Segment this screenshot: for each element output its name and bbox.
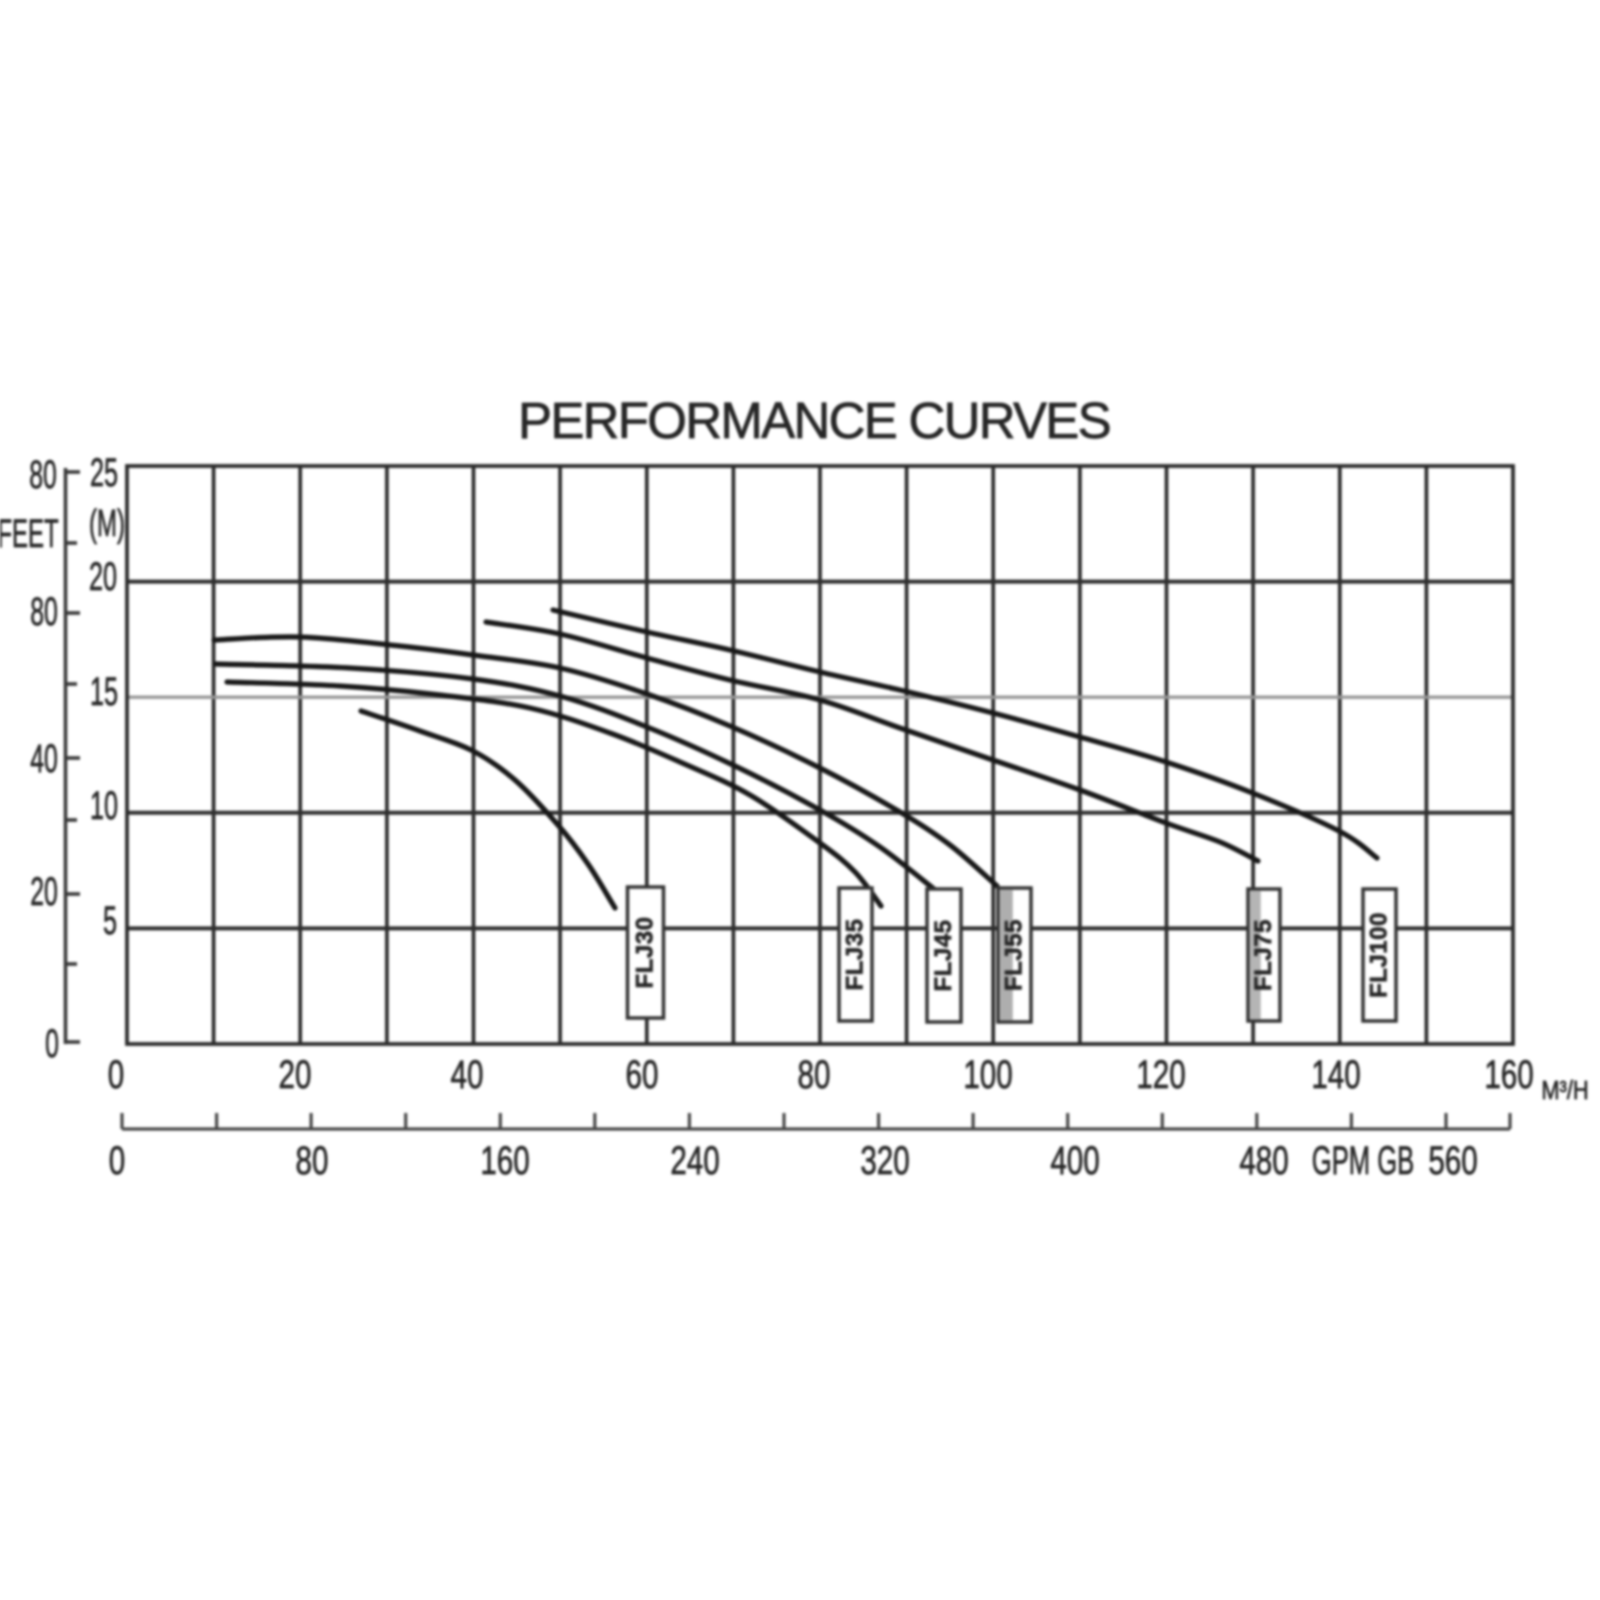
svg-text:PERFORMANCE CURVES: PERFORMANCE CURVES <box>518 392 1110 449</box>
svg-text:15: 15 <box>90 670 118 714</box>
svg-text:25: 25 <box>90 451 118 495</box>
svg-text:(M): (M) <box>89 501 125 544</box>
svg-text:120: 120 <box>1136 1053 1185 1097</box>
svg-text:40: 40 <box>30 737 58 781</box>
svg-text:40: 40 <box>451 1053 484 1097</box>
svg-text:FLJ75: FLJ75 <box>1250 919 1277 991</box>
svg-text:20: 20 <box>89 555 117 599</box>
svg-text:10: 10 <box>90 784 118 828</box>
svg-text:0: 0 <box>45 1022 59 1066</box>
svg-text:160: 160 <box>1484 1053 1533 1097</box>
svg-text:320: 320 <box>860 1139 909 1183</box>
svg-text:480: 480 <box>1239 1139 1288 1183</box>
svg-text:400: 400 <box>1050 1139 1099 1183</box>
svg-text:100: 100 <box>963 1053 1012 1097</box>
svg-text:560: 560 <box>1428 1139 1477 1183</box>
svg-text:80: 80 <box>798 1053 831 1097</box>
svg-text:FLJ30: FLJ30 <box>632 917 659 989</box>
svg-text:GPM GB: GPM GB <box>1312 1139 1414 1183</box>
svg-text:20: 20 <box>279 1053 312 1097</box>
svg-text:M³/H: M³/H <box>1541 1076 1588 1105</box>
svg-text:240: 240 <box>670 1139 719 1183</box>
svg-text:140: 140 <box>1311 1053 1360 1097</box>
svg-text:0: 0 <box>109 1139 125 1183</box>
svg-text:FLJ35: FLJ35 <box>842 919 869 991</box>
svg-text:80: 80 <box>29 453 57 497</box>
svg-text:80: 80 <box>30 590 58 634</box>
svg-text:0: 0 <box>108 1053 124 1097</box>
svg-text:160: 160 <box>480 1139 529 1183</box>
svg-text:80: 80 <box>296 1139 329 1183</box>
svg-text:FLJ100: FLJ100 <box>1366 912 1393 998</box>
svg-text:60: 60 <box>626 1053 659 1097</box>
svg-text:FEET: FEET <box>0 511 59 556</box>
svg-text:FLJ55: FLJ55 <box>1001 919 1028 991</box>
svg-text:FLJ45: FLJ45 <box>930 920 957 992</box>
svg-text:20: 20 <box>30 870 58 914</box>
svg-text:5: 5 <box>103 899 117 943</box>
